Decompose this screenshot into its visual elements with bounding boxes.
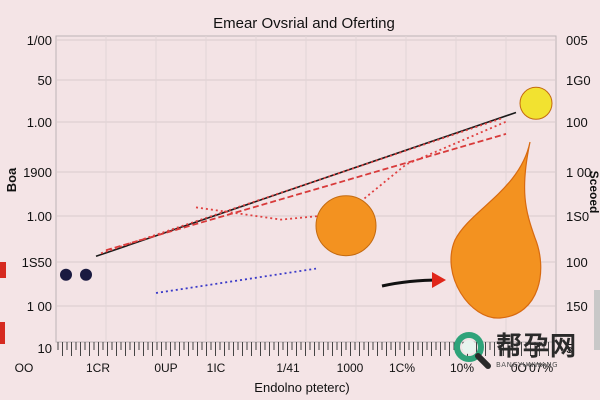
y-tick-label-left: 1 00 [27,299,52,314]
left-edge-red-strip-lower [0,322,5,344]
x-tick-label: 1/41 [276,361,300,375]
y-tick-label-right: 150 [566,299,588,314]
x-tick-label: 0UP [154,361,177,375]
y-tick-label-right: 1 00 [566,165,591,180]
chart-title: Emear Ovsrial and Oferting [213,15,395,32]
y-tick-label-left: 1.00 [27,209,52,224]
markers-layer [60,86,553,281]
x-tick-label: 1000 [337,361,364,375]
y-tick-label-right: 100 [566,115,588,130]
y-tick-label-right: 005 [566,33,588,48]
magnifier-logo-icon [454,332,491,369]
y-tick-label-left: 1/00 [27,33,52,48]
watermark-subtitle: BANGYUNWANG [496,361,559,369]
x-tick-label: 0O'07% [511,361,554,375]
right-edge-gray-strip [594,290,600,350]
watermark: 帮孕网 BANGYUNWANG [452,326,598,376]
orange-blob-shape [450,141,542,319]
series-line [105,133,507,252]
series-line [100,117,502,255]
y-tick-label-left: 1.00 [27,115,52,130]
navy-point-A-marker [60,268,72,281]
x-tick-label: 1CR [86,361,110,375]
series-line [155,267,317,294]
y-tick-label-right: 1G0 [566,73,591,88]
x-tick-label: 10% [450,361,474,375]
x-tick-label: OO [15,361,34,375]
navy-point-B-marker [80,268,92,281]
y-tick-label-left: 50 [38,73,52,88]
y-tick-label-left: 1S50 [22,255,52,270]
orange-circle-marker [315,195,377,257]
x-tick-label: 1C% [389,361,415,375]
y-tick-label-right: 100 [566,255,588,270]
x-axis-label: Endolno pteterc) [254,380,349,395]
y-tick-label-right: 5 [566,341,573,356]
y-tick-label-left: 1900 [23,165,52,180]
yellow-circle-marker [519,86,553,120]
x-tick-label: 1IC [207,361,226,375]
y-axis-label-right: Sceoed [587,171,600,214]
y-tick-label-left: 10 [38,341,52,356]
y-tick-label-right: 1S0 [566,209,589,224]
y-axis-label-left: Boa [4,167,19,192]
left-edge-red-strip [0,262,6,278]
watermark-title: 帮孕网 [496,332,578,362]
arrow-head [432,272,446,288]
